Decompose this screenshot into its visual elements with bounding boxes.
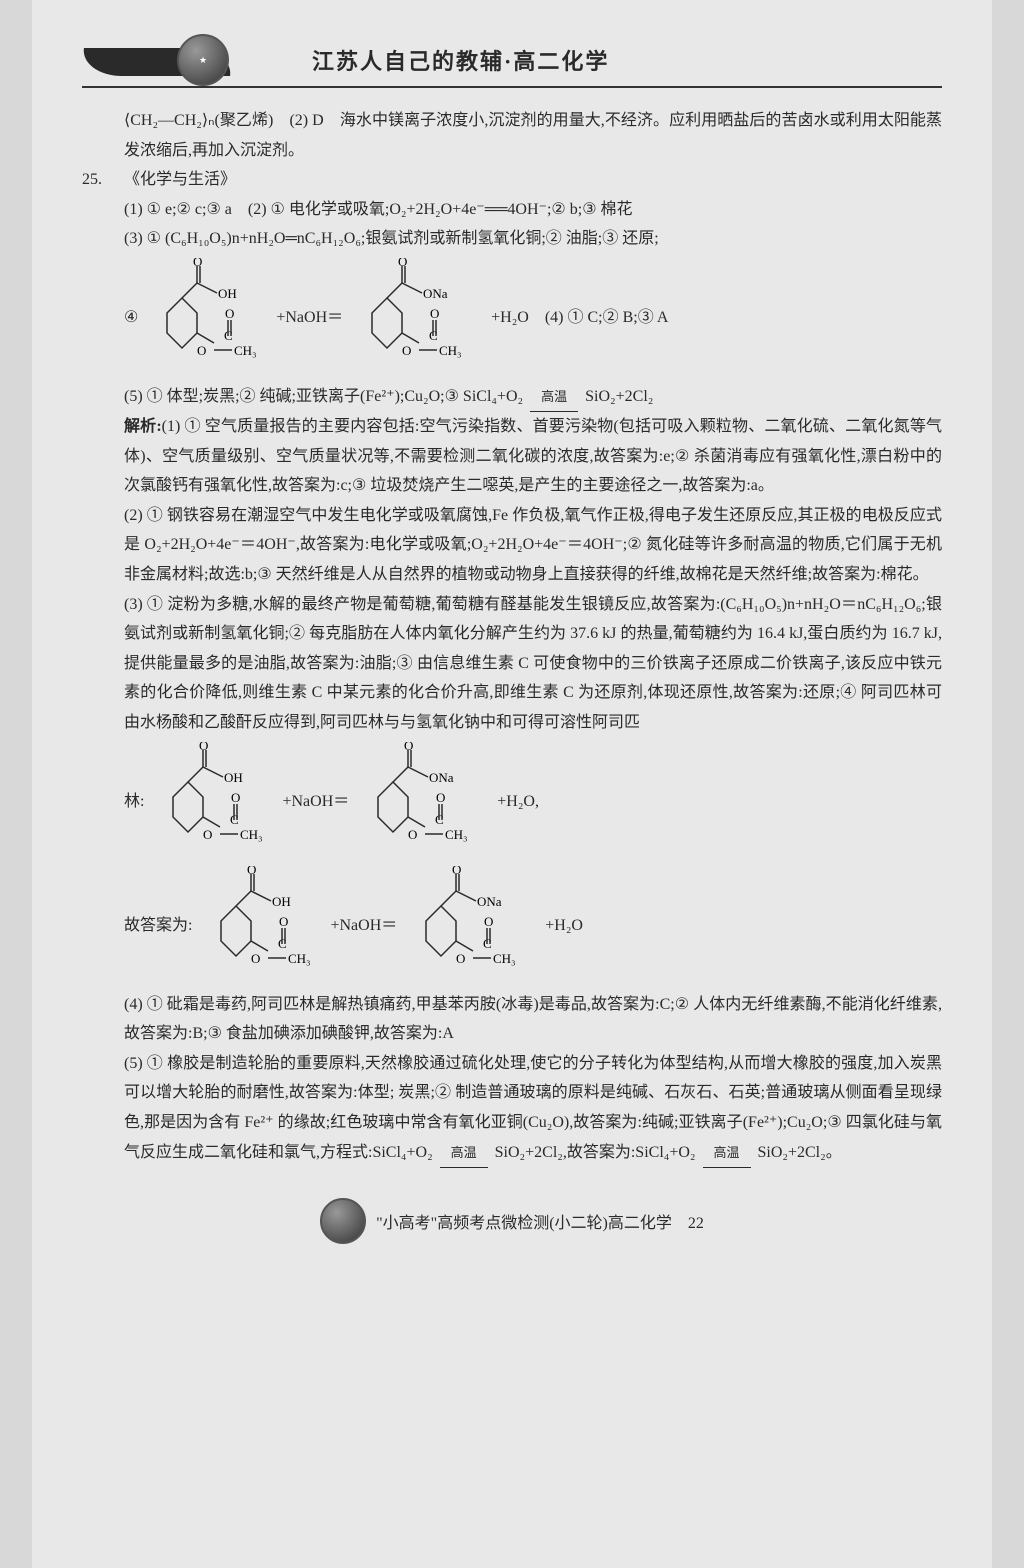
s4-mid: +NaOH＝ bbox=[276, 303, 343, 333]
q25-title: 《化学与生活》 bbox=[124, 165, 236, 195]
page-footer: "小高考"高频考点微检测(小二轮)高二化学 22 bbox=[82, 1198, 942, 1244]
svg-text:O: O bbox=[231, 790, 240, 805]
s4-suffix: +H₂O (4) ① C;② B;③ A bbox=[491, 303, 668, 333]
svg-text:O: O bbox=[199, 742, 208, 753]
svg-text:CH₃: CH₃ bbox=[288, 951, 311, 966]
analysis-block: 解析:(1) ① 空气质量报告的主要内容包括:空气污染指数、首要污染物(包括可吸… bbox=[82, 412, 942, 501]
svg-text:OH: OH bbox=[272, 894, 291, 909]
svg-text:O: O bbox=[456, 951, 465, 966]
svg-text:O: O bbox=[225, 306, 234, 321]
molecule-ona-1: O ONa O C O CH₃ bbox=[347, 258, 487, 378]
q25-row: 25. 《化学与生活》 bbox=[82, 165, 942, 195]
ans-prefix: 故答案为: bbox=[124, 911, 192, 941]
svg-text:CH₃: CH₃ bbox=[445, 827, 468, 842]
svg-text:O: O bbox=[251, 951, 260, 966]
logo-icon: ★ bbox=[177, 34, 229, 86]
svg-text:O: O bbox=[484, 914, 493, 929]
svg-text:O: O bbox=[203, 827, 212, 842]
arrow-gaowen-2: 高温 bbox=[440, 1141, 488, 1168]
ans-suffix: +H₂O bbox=[545, 911, 583, 941]
molecule-ona-2: O ONa O C O CH₃ bbox=[353, 742, 493, 862]
svg-text:OH: OH bbox=[218, 286, 237, 301]
q25-p1: (1) ① e;② c;③ a (2) ① 电化学或吸氧;O₂+2H₂O+4e⁻… bbox=[82, 195, 942, 225]
page-header: ★ 江苏人自己的教辅·高二化学 bbox=[82, 40, 942, 88]
structure-line-3: 故答案为: O OH O C O CH₃ bbox=[124, 866, 942, 986]
svg-text:CH₃: CH₃ bbox=[234, 343, 257, 358]
svg-text:ONa: ONa bbox=[477, 894, 502, 909]
q25-number: 25. bbox=[82, 165, 124, 195]
structure-line-1: ④ O OH O C O CH₃ bbox=[124, 258, 942, 378]
logo-area: ★ bbox=[82, 40, 232, 80]
svg-text:O: O bbox=[430, 306, 439, 321]
svg-text:O: O bbox=[247, 866, 256, 877]
molecule-ona-3: O ONa O C O CH₃ bbox=[401, 866, 541, 986]
jx5b: SiO₂+2Cl₂,故答案为:SiCl₄+O₂ bbox=[495, 1144, 696, 1161]
footer-logo-icon bbox=[320, 1198, 366, 1244]
svg-text:O: O bbox=[279, 914, 288, 929]
s4-prefix: ④ bbox=[124, 303, 138, 333]
jx3: (3) ① 淀粉为多糖,水解的最终产物是葡萄糖,葡萄糖有醛基能发生银镜反应,故答… bbox=[82, 590, 942, 738]
svg-text:CH₃: CH₃ bbox=[439, 343, 462, 358]
svg-text:CH₃: CH₃ bbox=[493, 951, 516, 966]
arrow-gaowen-1: 高温 bbox=[530, 385, 578, 412]
q25-p5-tail: SiO₂+2Cl₂ bbox=[585, 388, 653, 405]
jx2: (2) ① 钢铁容易在潮湿空气中发生电化学或吸氧腐蚀,Fe 作负极,氧气作正极,… bbox=[82, 501, 942, 590]
svg-text:ONa: ONa bbox=[429, 770, 454, 785]
svg-text:O: O bbox=[404, 742, 413, 753]
jx5c: SiO₂+2Cl₂。 bbox=[758, 1144, 842, 1161]
molecule-oh-1: O OH O C O CH₃ bbox=[142, 258, 272, 378]
structure-line-2: 林: O OH O C O CH₃ bbox=[124, 742, 942, 862]
q25-p2: (3) ① (C₆H₁₀O₅)n+nH₂O═nC₆H₁₂O₆;银氨试剂或新制氢氧… bbox=[82, 224, 942, 254]
svg-text:OH: OH bbox=[224, 770, 243, 785]
header-title: 江苏人自己的教辅·高二化学 bbox=[312, 44, 609, 76]
svg-text:O: O bbox=[197, 343, 206, 358]
analysis-label: 解析: bbox=[124, 418, 162, 435]
svg-text:O: O bbox=[408, 827, 417, 842]
q25-p5-line: (5) ① 体型;炭黑;② 纯碱;亚铁离子(Fe²⁺);Cu₂O;③ SiCl₄… bbox=[82, 382, 942, 412]
q24-tail: ⟨CH₂—CH₂⟩ₙ(聚乙烯) (2) D 海水中镁离子浓度小,沉淀剂的用量大,… bbox=[82, 106, 942, 165]
svg-text:O: O bbox=[436, 790, 445, 805]
svg-text:O: O bbox=[452, 866, 461, 877]
svg-text:CH₃: CH₃ bbox=[240, 827, 263, 842]
q25-p5: (5) ① 体型;炭黑;② 纯碱;亚铁离子(Fe²⁺);Cu₂O;③ SiCl₄… bbox=[124, 388, 523, 405]
lin-mid: +NaOH＝ bbox=[282, 787, 349, 817]
lin-prefix: 林: bbox=[124, 787, 144, 817]
content-body: ⟨CH₂—CH₂⟩ₙ(聚乙烯) (2) D 海水中镁离子浓度小,沉淀剂的用量大,… bbox=[82, 106, 942, 1168]
ans-mid: +NaOH＝ bbox=[330, 911, 397, 941]
jx4: (4) ① 砒霜是毒药,阿司匹林是解热镇痛药,甲基苯丙胺(冰毒)是毒品,故答案为… bbox=[82, 990, 942, 1049]
svg-text:ONa: ONa bbox=[423, 286, 448, 301]
molecule-oh-2: O OH O C O CH₃ bbox=[148, 742, 278, 862]
svg-text:O: O bbox=[402, 343, 411, 358]
page: ★ 江苏人自己的教辅·高二化学 ⟨CH₂—CH₂⟩ₙ(聚乙烯) (2) D 海水… bbox=[32, 0, 992, 1568]
molecule-oh-3: O OH O C O CH₃ bbox=[196, 866, 326, 986]
svg-text:O: O bbox=[193, 258, 202, 269]
jx5-line: (5) ① 橡胶是制造轮胎的重要原料,天然橡胶通过硫化处理,使它的分子转化为体型… bbox=[82, 1049, 942, 1168]
arrow-gaowen-3: 高温 bbox=[703, 1141, 751, 1168]
footer-text: "小高考"高频考点微检测(小二轮)高二化学 22 bbox=[376, 1209, 704, 1233]
jx1: (1) ① 空气质量报告的主要内容包括:空气污染指数、首要污染物(包括可吸入颗粒… bbox=[124, 418, 942, 494]
lin-suffix: +H₂O, bbox=[497, 787, 539, 817]
logo-glyph: ★ bbox=[199, 55, 207, 66]
svg-text:O: O bbox=[398, 258, 407, 269]
